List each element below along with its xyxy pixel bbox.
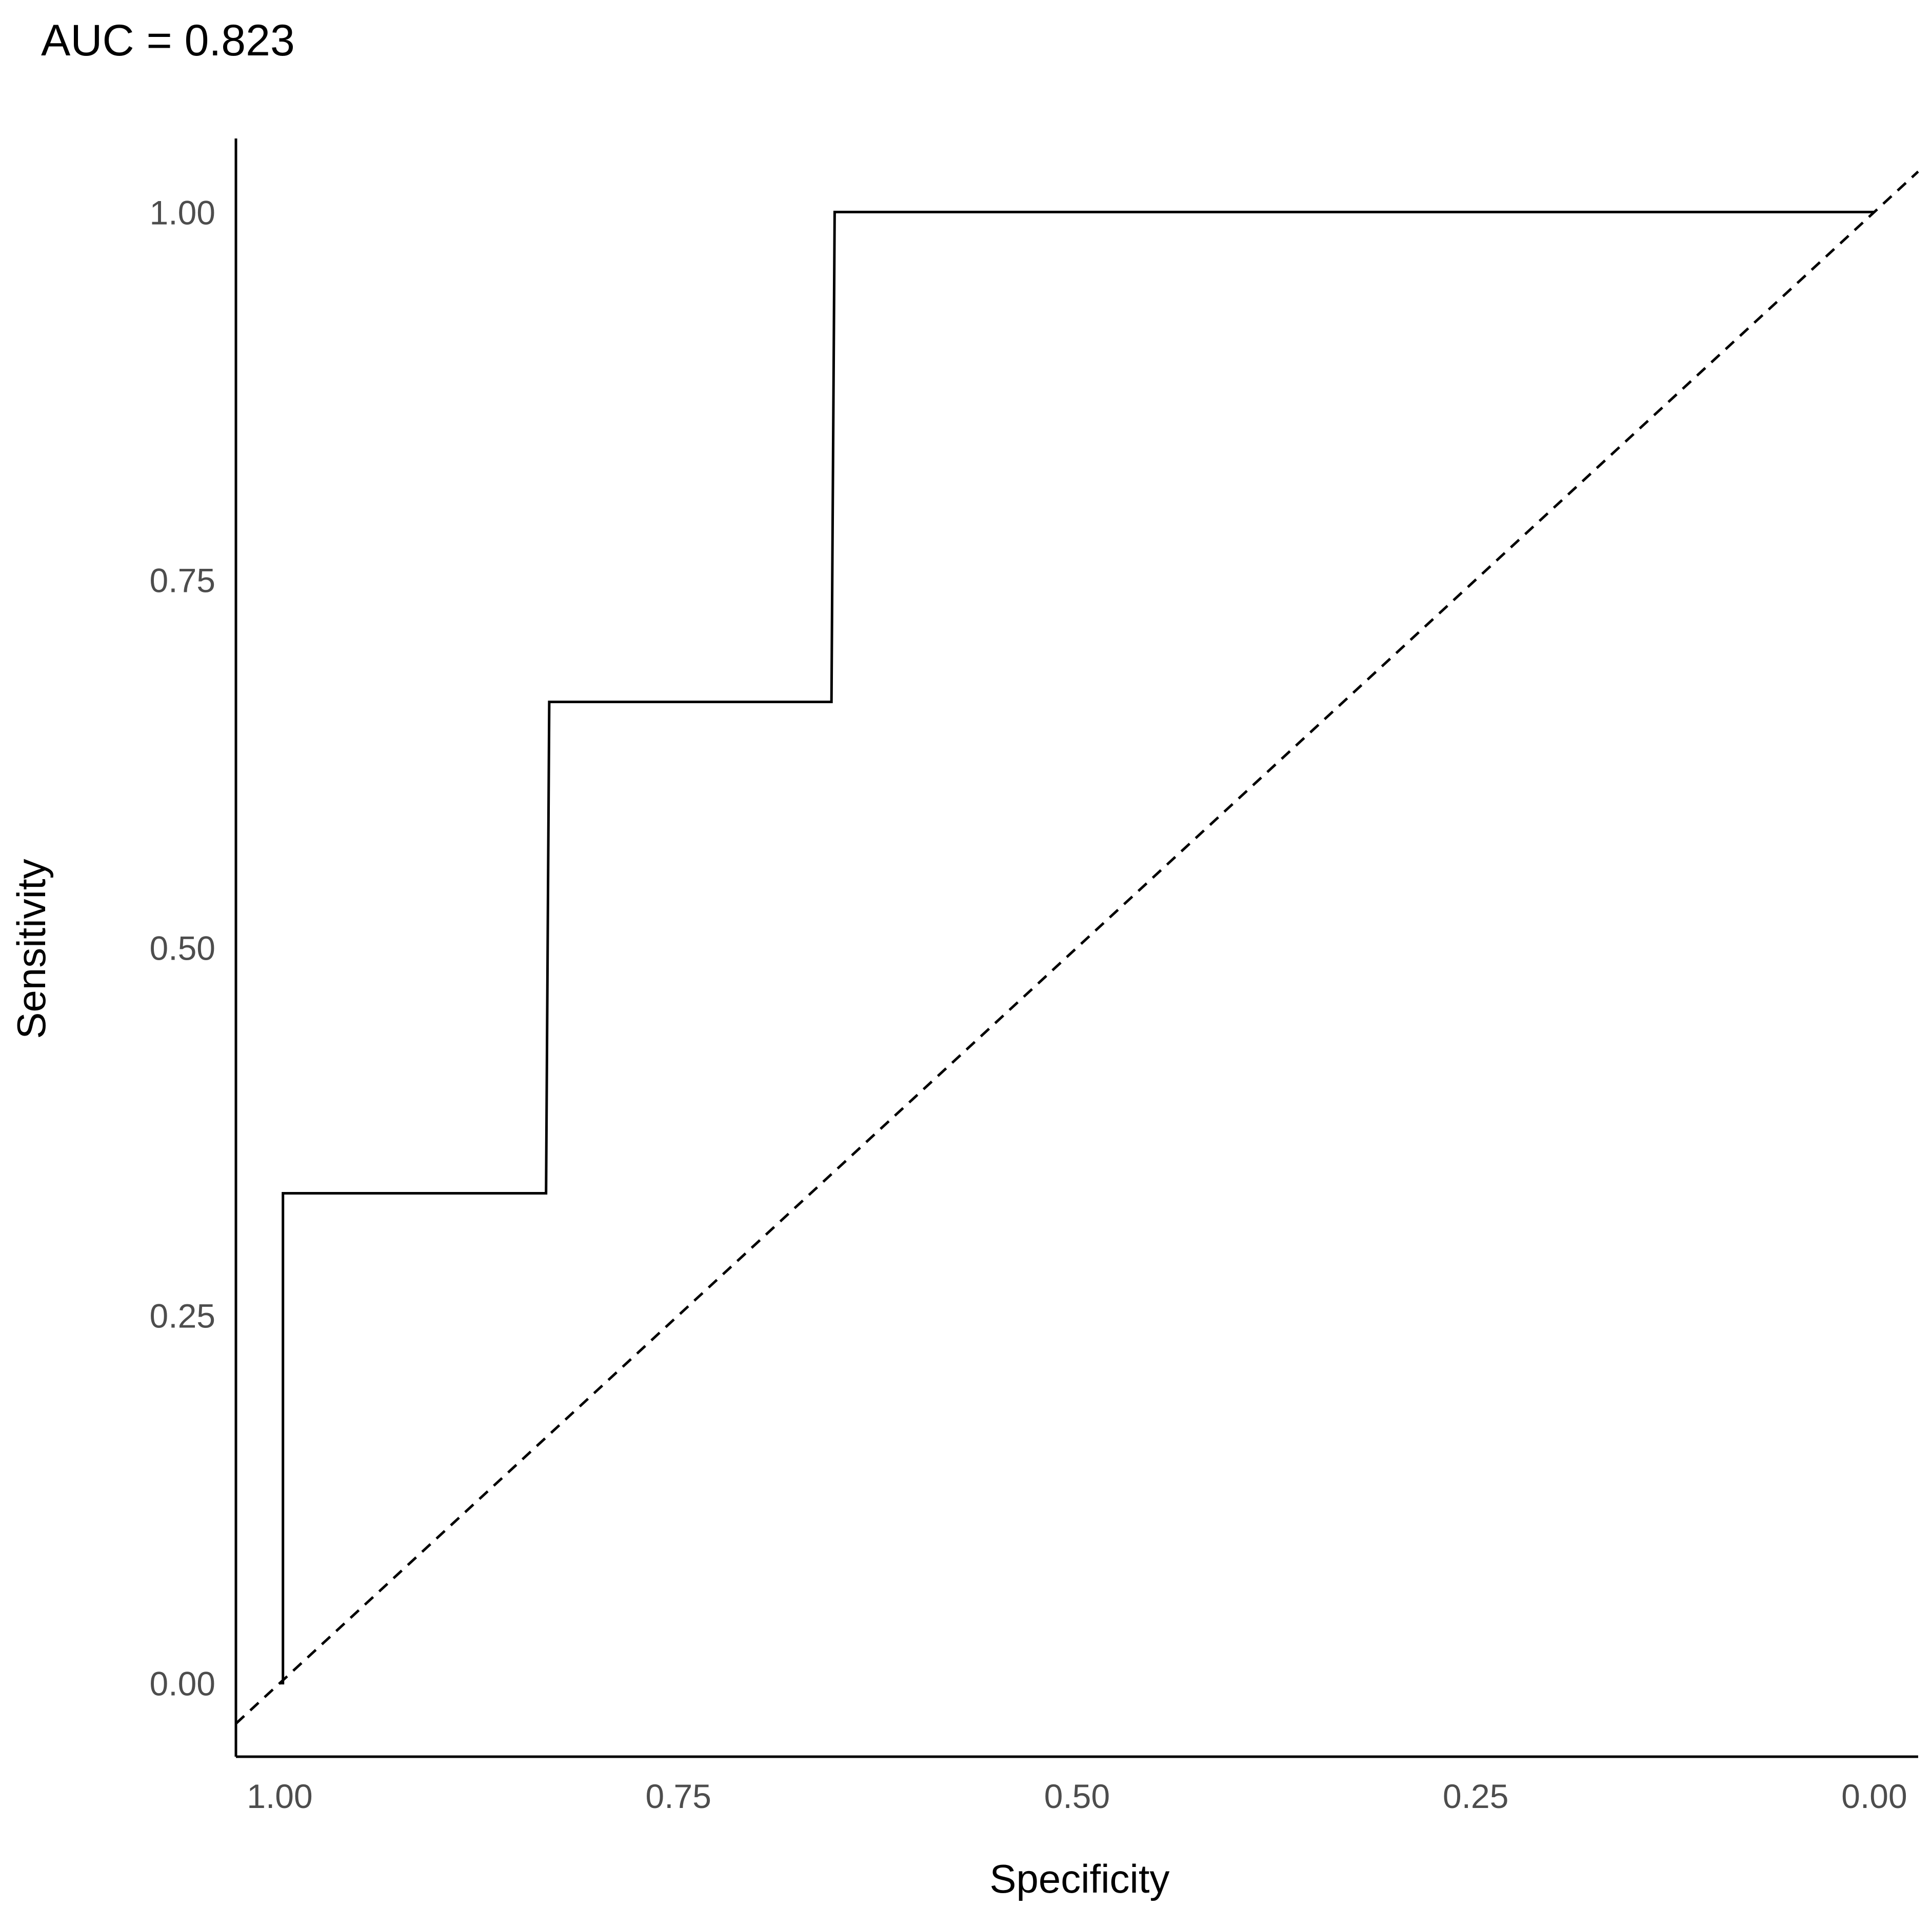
x-tick-label: 0.00 [1841,1777,1907,1815]
y-tick-label: 0.75 [150,561,215,599]
reference-diagonal-line [235,170,1919,1725]
roc-curve-line [280,210,1875,1685]
y-tick-label: 1.00 [150,193,215,231]
x-tick-label: 0.75 [646,1777,711,1815]
y-axis-title: Sensitivity [9,859,54,1039]
y-tick-label: 0.00 [150,1665,215,1703]
x-tick-label: 0.25 [1443,1777,1508,1815]
chart-title: AUC = 0.823 [41,16,295,65]
x-axis-title: Specificity [989,1856,1169,1901]
plot-area [235,170,1919,1725]
y-axis-ticks: 0.00 0.25 0.50 0.75 1.00 [150,193,215,1702]
x-tick-label: 1.00 [247,1777,312,1815]
y-tick-label: 0.50 [150,929,215,967]
y-tick-label: 0.25 [150,1297,215,1335]
x-axis-ticks: 1.00 0.75 0.50 0.25 0.00 [247,1777,1907,1815]
x-tick-label: 0.50 [1044,1777,1110,1815]
